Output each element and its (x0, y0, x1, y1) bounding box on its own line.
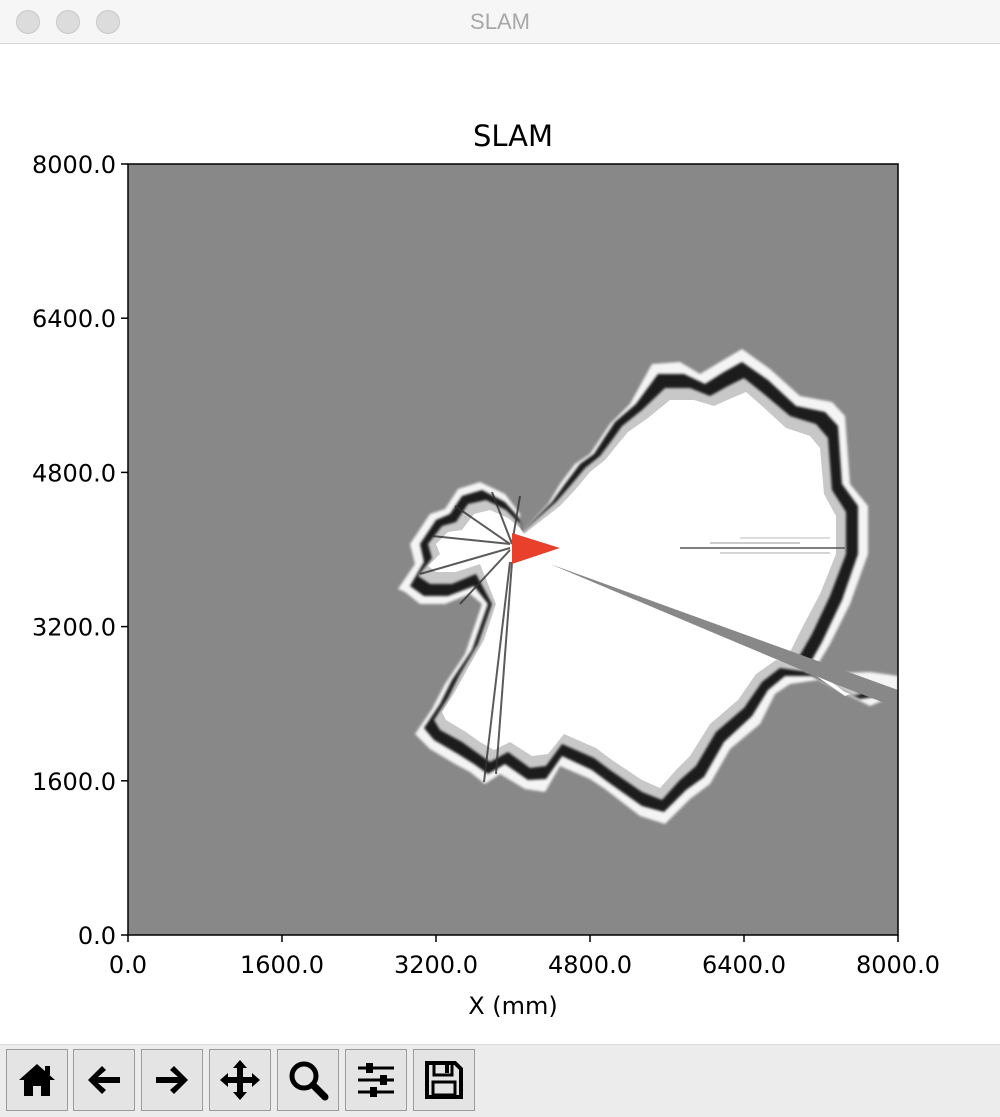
home-button[interactable] (6, 1049, 68, 1111)
zoom-icon (289, 1061, 329, 1101)
title-bar: SLAM (0, 0, 1000, 44)
slam-plot[interactable]: 0.0 1600.0 3200.0 4800.0 6400.0 8000.0 0.0 160… (0, 44, 1000, 1044)
home-icon (19, 1064, 55, 1096)
close-window-button[interactable] (16, 10, 40, 34)
x-tick-label: 8000.0 (856, 951, 940, 979)
occupancy-map (398, 349, 898, 824)
x-tick-label: 0.0 (109, 951, 147, 979)
y-tick-label: 4800.0 (32, 459, 116, 487)
scanned-region-main (398, 349, 898, 824)
east-streaks (680, 537, 845, 554)
back-button[interactable] (73, 1049, 135, 1111)
configure-subplots-button[interactable] (345, 1049, 407, 1111)
chart-title: SLAM (473, 119, 553, 153)
forward-button[interactable] (141, 1049, 203, 1111)
x-tick-label: 6400.0 (702, 951, 786, 979)
x-axis-label: X (mm) (468, 992, 558, 1020)
window-title: SLAM (470, 9, 530, 34)
move-icon (220, 1060, 260, 1100)
pan-button[interactable] (209, 1049, 271, 1111)
shadow-wedge (550, 564, 898, 708)
y-tick-label: 1600.0 (32, 768, 116, 796)
axes-frame (127, 163, 899, 936)
robot-pose-marker (512, 533, 560, 564)
navigation-toolbar (0, 1044, 1000, 1117)
sliders-icon (358, 1063, 394, 1097)
y-tick-label: 8000.0 (32, 151, 116, 179)
x-tick-label: 3200.0 (394, 951, 478, 979)
near-robot-spokes (419, 491, 521, 783)
x-tick-label: 4800.0 (548, 951, 632, 979)
y-tick-label: 0.0 (78, 922, 116, 950)
x-axis: 0.0 1600.0 3200.0 4800.0 6400.0 8000.0 (109, 935, 940, 979)
y-tick-label: 6400.0 (32, 305, 116, 333)
y-axis: 0.0 1600.0 3200.0 4800.0 6400.0 8000.0 (32, 151, 128, 950)
save-button[interactable] (413, 1049, 475, 1111)
floppy-disk-icon (425, 1061, 463, 1099)
figure-canvas[interactable]: 0.0 1600.0 3200.0 4800.0 6400.0 8000.0 0.0 160… (0, 44, 1000, 1044)
arrow-right-icon (156, 1066, 188, 1094)
zoom-button[interactable] (277, 1049, 339, 1111)
maximize-window-button[interactable] (96, 10, 120, 34)
arrow-left-icon (88, 1066, 120, 1094)
y-tick-label: 3200.0 (32, 614, 116, 642)
minimize-window-button[interactable] (56, 10, 80, 34)
x-tick-label: 1600.0 (240, 951, 324, 979)
